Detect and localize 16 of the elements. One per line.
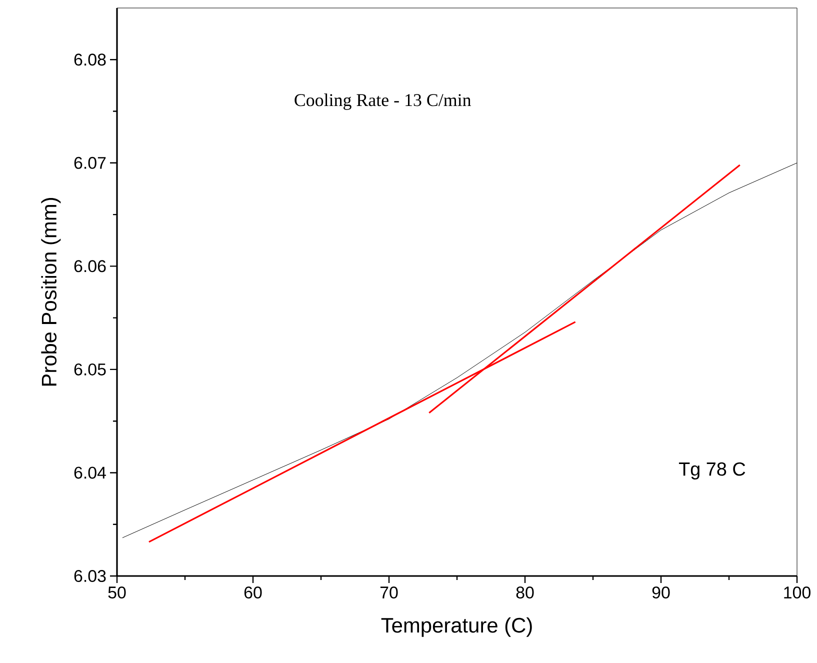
- y-tick-label: 6.05: [74, 363, 106, 376]
- x-tick-label: 60: [244, 586, 262, 599]
- y-tick-label: 6.08: [74, 54, 106, 66]
- x-tick-label: 80: [516, 586, 534, 599]
- annotation: Tg 78 C: [678, 462, 746, 480]
- y-tick-label: 6.04: [74, 466, 106, 479]
- annotation: Cooling Rate - 13 C/min: [294, 94, 472, 110]
- y-axis-title: Probe Position (mm): [41, 198, 61, 386]
- y-tick-label: 6.06: [74, 260, 106, 272]
- x-tick-label: 100: [784, 586, 810, 599]
- y-tick-label: 6.07: [74, 156, 106, 169]
- y-tick-label: 6.03: [74, 570, 106, 582]
- x-tick-label: 50: [108, 586, 126, 599]
- x-axis-title: Temperature (C): [381, 617, 532, 637]
- x-tick-label: 70: [380, 586, 398, 599]
- x-tick-label: 90: [652, 586, 670, 599]
